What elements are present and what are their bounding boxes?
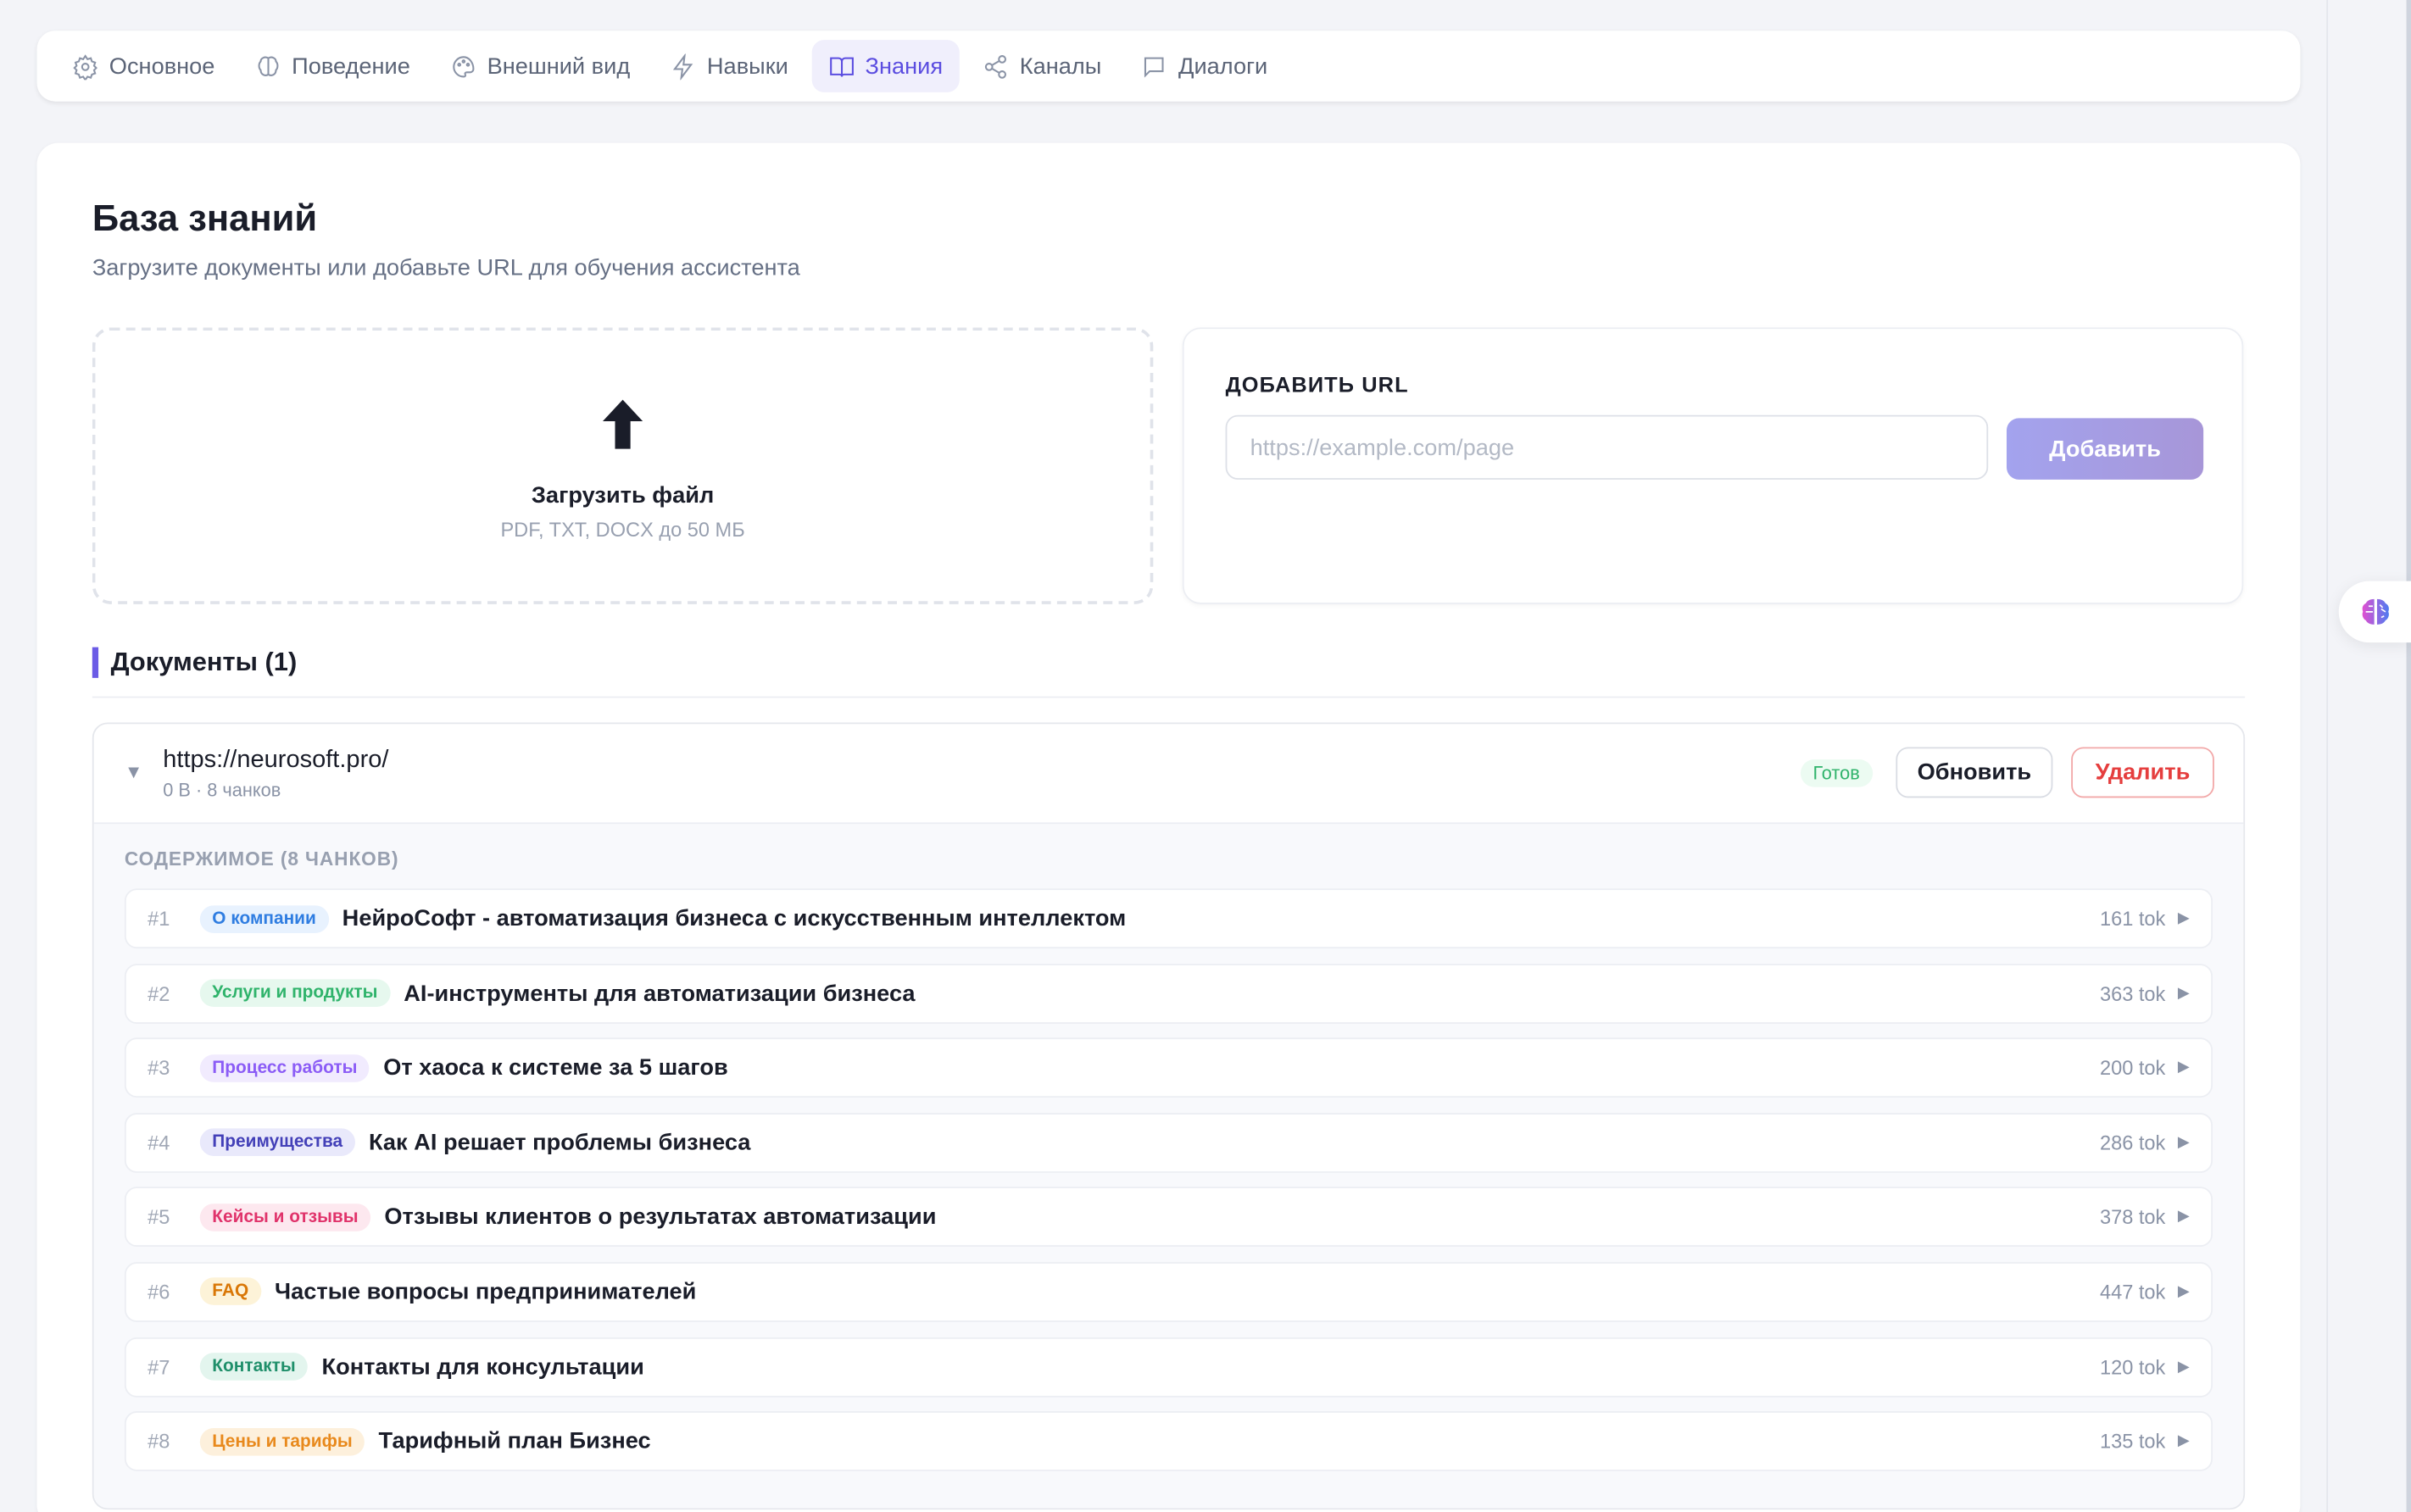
- chunk-title: AI-инструменты для автоматизации бизнеса: [404, 980, 916, 1007]
- chunk-tokens: 378 tok: [2099, 1205, 2166, 1229]
- chunk-row[interactable]: #1 О компании НейроСофт - автоматизация би…: [124, 888, 2213, 949]
- divider: [2326, 0, 2329, 1512]
- document-item: ▼ https://neurosoft.pro/ 0 B · 8 чанков …: [92, 722, 2246, 1510]
- status-badge: Готов: [1800, 759, 1873, 787]
- chunk-tag: О компании: [199, 904, 329, 933]
- chunks-panel: СОДЕРЖИМОЕ (8 ЧАНКОВ) #1 О компании НейроС…: [93, 824, 2244, 1509]
- brain-icon: [258, 55, 278, 76]
- chunk-tokens: 120 tok: [2099, 1354, 2166, 1379]
- tab-book[interactable]: Знания: [811, 40, 961, 92]
- chunk-tokens: 363 tok: [2099, 981, 2166, 1005]
- chat-icon: [1144, 56, 1165, 77]
- tab-label: Поведение: [292, 53, 410, 80]
- chunk-tag: Услуги и продукты: [199, 979, 390, 1008]
- chunk-row[interactable]: #7 Контакты Контакты для консультации 120 t…: [124, 1337, 2213, 1397]
- lightning-icon: [672, 53, 693, 80]
- settings-tabs: Основное Поведение Внешний вид Навыки Знания…: [36, 31, 2301, 102]
- chunk-tokens: 135 tok: [2099, 1430, 2166, 1454]
- document-url: https://neurosoft.pro/: [163, 747, 389, 774]
- url-input[interactable]: [1225, 414, 1989, 480]
- chunk-tokens: 200 tok: [2099, 1056, 2166, 1080]
- upload-hint: PDF, TXT, DOCX до 50 МБ: [500, 518, 745, 542]
- chunk-number: #2: [148, 981, 170, 1005]
- document-header[interactable]: ▼ https://neurosoft.pro/ 0 B · 8 чанков …: [93, 724, 2244, 825]
- documents-heading: Документы (1): [92, 647, 297, 678]
- add-url-button[interactable]: Добавить: [2006, 418, 2204, 480]
- book-icon: [829, 56, 854, 76]
- tab-label: Навыки: [706, 53, 788, 80]
- expand-arrow-icon[interactable]: ▶: [2177, 1432, 2190, 1450]
- chunk-number: #6: [148, 1280, 170, 1304]
- chunk-row[interactable]: #6 FAQ Частые вопросы предпринимателей 447 …: [124, 1262, 2213, 1322]
- chunk-number: #5: [148, 1205, 170, 1229]
- tab-chat[interactable]: Диалоги: [1125, 40, 1285, 92]
- expand-arrow-icon[interactable]: ▶: [2177, 984, 2190, 1002]
- tab-gear[interactable]: Основное: [55, 40, 231, 92]
- knowledge-card: База знаний Загрузите документы или доба…: [36, 142, 2301, 1512]
- tab-label: Основное: [109, 53, 215, 80]
- palette-icon: [452, 55, 475, 77]
- chunk-title: НейроСофт - автоматизация бизнеса с иску…: [342, 905, 1127, 932]
- chunk-tag: Кейсы и отзывы: [199, 1203, 371, 1231]
- expand-arrow-icon[interactable]: ▶: [2177, 1283, 2190, 1301]
- upload-title: Загрузить файл: [531, 482, 715, 509]
- add-url-label: ДОБАВИТЬ URL: [1225, 371, 1409, 397]
- chunk-tokens: 161 tok: [2099, 907, 2166, 931]
- add-url-panel: ДОБАВИТЬ URL Добавить: [1182, 327, 2244, 604]
- tab-share[interactable]: Каналы: [966, 40, 1118, 92]
- chunk-number: #7: [148, 1354, 170, 1379]
- chunk-number: #3: [148, 1056, 170, 1080]
- file-upload-dropzone[interactable]: Загрузить файл PDF, TXT, DOCX до 50 МБ: [92, 327, 1154, 604]
- chunk-title: Отзывы клиентов о результатах автоматиза…: [384, 1203, 937, 1231]
- chunk-number: #4: [148, 1131, 170, 1154]
- chunk-tokens: 447 tok: [2099, 1280, 2166, 1304]
- tab-label: Знания: [865, 53, 944, 80]
- delete-button[interactable]: Удалить: [2071, 747, 2214, 798]
- divider: [92, 696, 2246, 698]
- chunk-title: Частые вопросы предпринимателей: [275, 1279, 697, 1305]
- page-subtitle: Загрузите документы или добавьте URL для…: [92, 255, 800, 281]
- chunk-row[interactable]: #3 Процесс работы От хаоса к системе за 5 …: [124, 1037, 2213, 1098]
- collapse-caret-icon[interactable]: ▼: [124, 760, 143, 783]
- chunk-title: От хаоса к системе за 5 шагов: [383, 1054, 728, 1081]
- tab-label: Внешний вид: [487, 53, 631, 80]
- tab-brain[interactable]: Поведение: [238, 40, 427, 92]
- brain-gradient-icon: [2361, 598, 2388, 625]
- chunk-row[interactable]: #5 Кейсы и отзывы Отзывы клиентов о резуль…: [124, 1187, 2213, 1248]
- document-meta: 0 B · 8 чанков: [163, 779, 281, 801]
- tab-label: Каналы: [1019, 53, 1102, 80]
- gear-icon: [73, 53, 97, 80]
- chunk-number: #8: [148, 1430, 170, 1454]
- share-icon: [985, 54, 1007, 78]
- chunk-title: Контакты для консультации: [321, 1354, 644, 1380]
- chunk-tokens: 286 tok: [2099, 1131, 2166, 1154]
- tab-label: Диалоги: [1178, 53, 1268, 80]
- tab-palette[interactable]: Внешний вид: [433, 40, 647, 92]
- chunk-title: Как AI решает проблемы бизнеса: [368, 1129, 751, 1156]
- chunk-tag: Цены и тарифы: [199, 1427, 365, 1456]
- upload-arrow-icon: [95, 398, 1150, 461]
- chunks-label: СОДЕРЖИМОЕ (8 ЧАНКОВ): [124, 848, 399, 870]
- expand-arrow-icon[interactable]: ▶: [2177, 1059, 2190, 1076]
- chunk-title: Тарифный план Бизнес: [378, 1428, 651, 1455]
- chunk-tag: Контакты: [199, 1353, 309, 1381]
- update-button[interactable]: Обновить: [1896, 747, 2053, 798]
- assistant-fab-button[interactable]: [2338, 581, 2411, 643]
- expand-arrow-icon[interactable]: ▶: [2177, 1358, 2190, 1376]
- chunk-number: #1: [148, 907, 170, 931]
- chunk-tag: FAQ: [199, 1278, 261, 1306]
- chunk-tag: Преимущества: [199, 1128, 355, 1157]
- expand-arrow-icon[interactable]: ▶: [2177, 909, 2190, 927]
- chunk-tag: Процесс работы: [199, 1053, 370, 1082]
- tab-lightning[interactable]: Навыки: [653, 40, 805, 92]
- chunk-row[interactable]: #8 Цены и тарифы Тарифный план Бизнес 135 t…: [124, 1411, 2213, 1472]
- chunk-row[interactable]: #2 Услуги и продукты AI-инструменты для ав…: [124, 963, 2213, 1024]
- window-edge: [2406, 0, 2411, 1512]
- expand-arrow-icon[interactable]: ▶: [2177, 1209, 2190, 1226]
- chunk-row[interactable]: #4 Преимущества Как AI решает проблемы биз…: [124, 1112, 2213, 1173]
- expand-arrow-icon[interactable]: ▶: [2177, 1134, 2190, 1152]
- page-title: База знаний: [92, 197, 318, 240]
